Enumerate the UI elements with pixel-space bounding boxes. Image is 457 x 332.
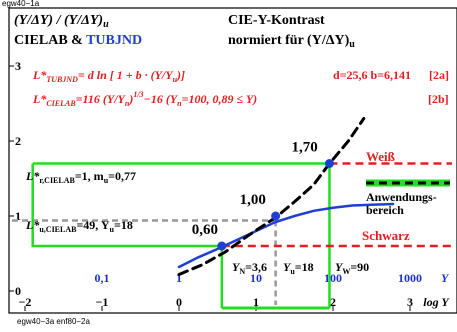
marker-value-label: 1,70: [291, 140, 317, 156]
label-yw: YW=90: [335, 260, 369, 276]
y-tick-label: 1: [15, 209, 21, 223]
x-tick-label: −2: [19, 295, 32, 309]
x-tick-label: 1: [253, 295, 259, 309]
x-tick-label: 2: [330, 295, 336, 309]
marker-point: [217, 241, 227, 251]
label-anwendung-2: bereich: [366, 203, 404, 217]
x-tick-label: −1: [96, 295, 109, 309]
ref-cielab-u: L*u,CIELAB=49, Yu=18: [25, 218, 133, 234]
green-range-upper: [32, 162, 331, 308]
figure-tag-bottom: egw40−3a enf80−2a: [17, 317, 91, 326]
label-yu: Yu=18: [283, 260, 314, 276]
header-left-line1: (Y/ΔY) / (Y/ΔY)u: [14, 13, 109, 30]
series-cielab: [177, 117, 366, 276]
y-linear-axis-label: Y: [441, 271, 450, 285]
x-tick-label: 3: [407, 295, 413, 309]
y-linear-tick-label: 0,1: [95, 271, 110, 285]
formula-cielab-tag: [2b]: [428, 92, 449, 106]
marker-point: [271, 211, 281, 221]
label-weiss: Weiß: [366, 149, 395, 164]
header-right-line2: normiert für (Y/ΔY)u: [228, 33, 355, 50]
x-axis-label: log Y: [423, 295, 450, 309]
plot-frame: [8, 7, 457, 314]
formula-cielab: L*CIELAB=116 (Y/Yn)1/3−16 (Yn=100, 0,89 …: [32, 90, 257, 108]
y-tick-label: 2: [15, 134, 21, 148]
y-linear-tick-label: 1000: [398, 271, 422, 285]
formula-tubjnd-params: d=25,6 b=6,141: [333, 68, 411, 82]
y-linear-tick-label: 10: [250, 271, 262, 285]
ref-cielab-r: L*r,CIELAB=1, mu=0,77: [25, 169, 136, 185]
label-anwendung-1: Anwendungs-: [366, 190, 437, 204]
header-left-line2: CIELAB & TUBJND: [14, 33, 142, 48]
green-range-lower: [31, 163, 224, 308]
label-schwarz: Schwarz: [362, 228, 410, 243]
formula-tubjnd: L*TUBJND= d ln [ 1 + b · (Y/Yu)]: [32, 68, 185, 84]
label-yn: YN=3,6: [232, 260, 267, 276]
y-tick-label: 0: [15, 284, 21, 298]
series-tubjnd: [177, 202, 395, 269]
marker-value-label: 0,60: [192, 222, 218, 238]
marker-point: [324, 159, 334, 168]
y-tick-label: 3: [15, 59, 21, 73]
x-tick-label: 0: [176, 295, 182, 309]
header-right-line1: CIE-Y-Kontrast: [228, 13, 325, 28]
marker-value-label: 1,00: [240, 192, 266, 208]
figure-tag-top: egw40−1a: [2, 0, 40, 8]
y-linear-tick-label: 1: [176, 271, 182, 285]
formula-tubjnd-tag: [2a]: [429, 68, 449, 82]
